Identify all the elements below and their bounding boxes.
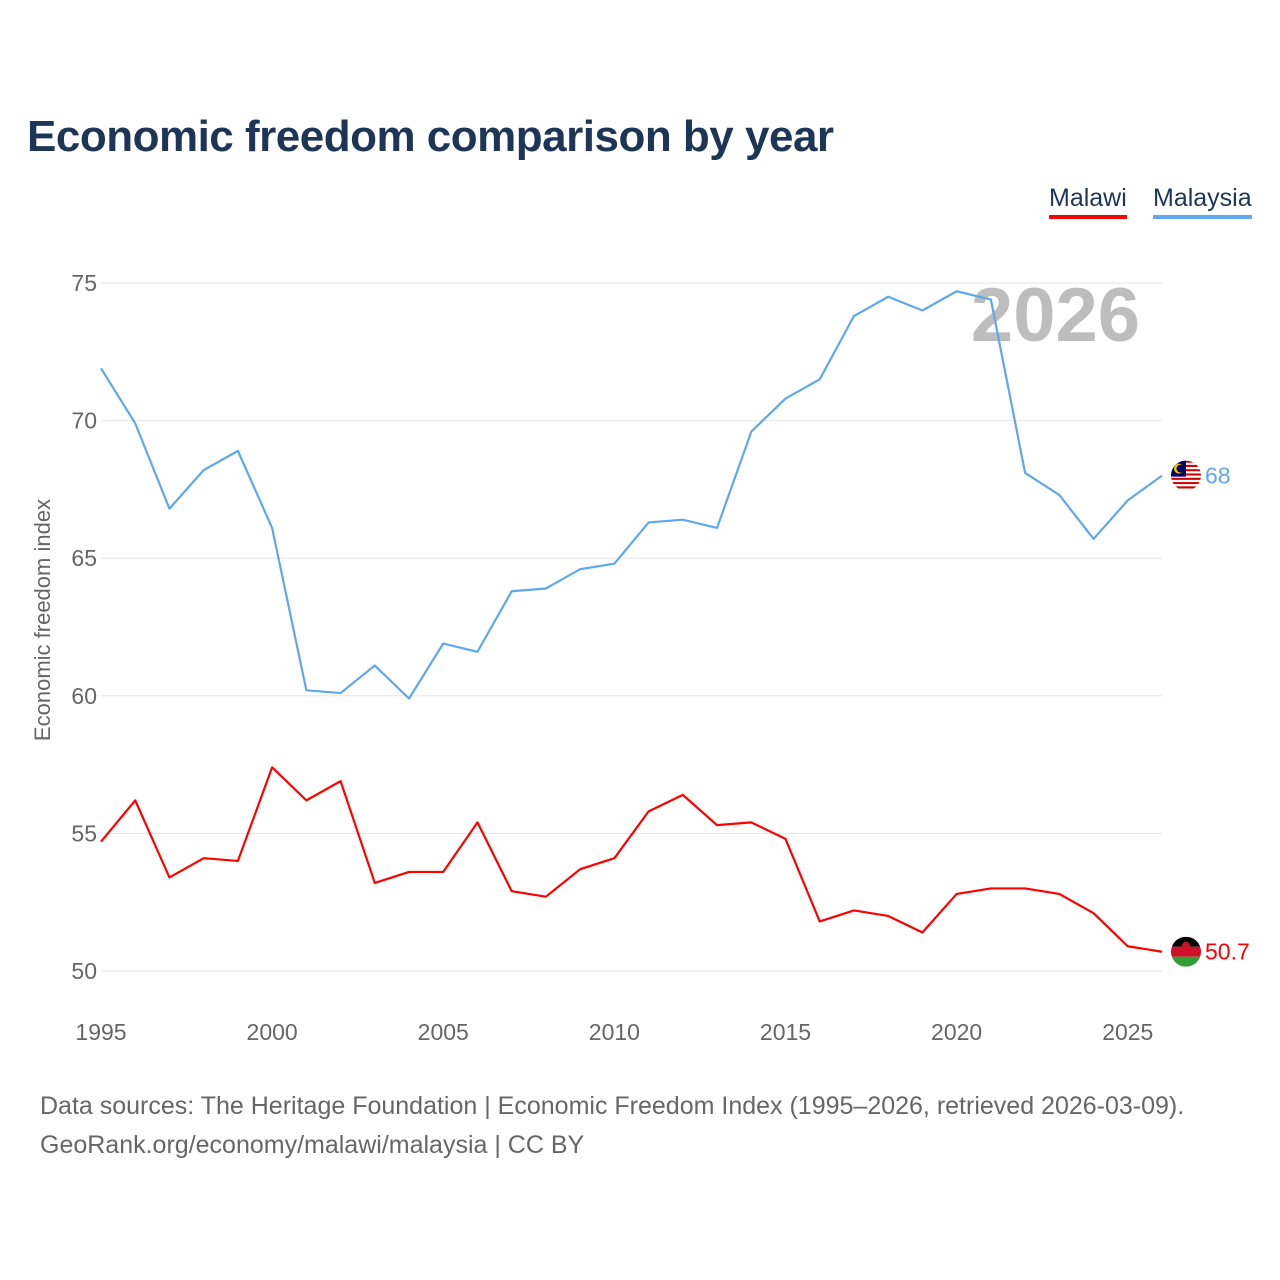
x-tick-label: 2015 bbox=[760, 1019, 811, 1045]
y-tick-label: 55 bbox=[71, 820, 97, 846]
x-tick-label: 2025 bbox=[1102, 1019, 1153, 1045]
y-tick-label: 70 bbox=[71, 408, 97, 434]
y-axis-label: Economic freedom index bbox=[30, 499, 55, 741]
legend-item-malawi[interactable]: Malawi bbox=[1049, 184, 1127, 219]
flag-malawi-icon bbox=[1171, 936, 1201, 967]
x-tick-label: 2010 bbox=[589, 1019, 640, 1045]
end-label-malaysia: 68 bbox=[1205, 463, 1231, 489]
series-line-malaysia bbox=[100, 290, 1163, 700]
chart-title: Economic freedom comparison by year bbox=[27, 112, 834, 161]
x-tick-label: 2020 bbox=[931, 1019, 982, 1045]
x-tick-label: 1995 bbox=[75, 1019, 126, 1045]
year-watermark: 2026 bbox=[971, 273, 1140, 358]
credit-link[interactable]: GeoRank.org/economy/malawi/malaysia | CC… bbox=[40, 1131, 585, 1159]
x-tick-label: 2000 bbox=[247, 1019, 298, 1045]
flag-malaysia-icon bbox=[1171, 460, 1201, 491]
y-tick-label: 65 bbox=[71, 545, 97, 571]
end-label-malawi: 50.7 bbox=[1205, 939, 1250, 965]
footer: Data sources: The Heritage Foundation | … bbox=[40, 1087, 1184, 1165]
x-tick-label: 2005 bbox=[418, 1019, 469, 1045]
y-tick-label: 50 bbox=[71, 958, 97, 984]
legend-item-malaysia[interactable]: Malaysia bbox=[1153, 184, 1252, 219]
y-tick-label: 60 bbox=[71, 683, 97, 709]
data-source-text: Data sources: The Heritage Foundation | … bbox=[40, 1092, 1185, 1120]
series-line-malawi bbox=[100, 766, 1163, 953]
y-tick-label: 75 bbox=[71, 270, 97, 296]
